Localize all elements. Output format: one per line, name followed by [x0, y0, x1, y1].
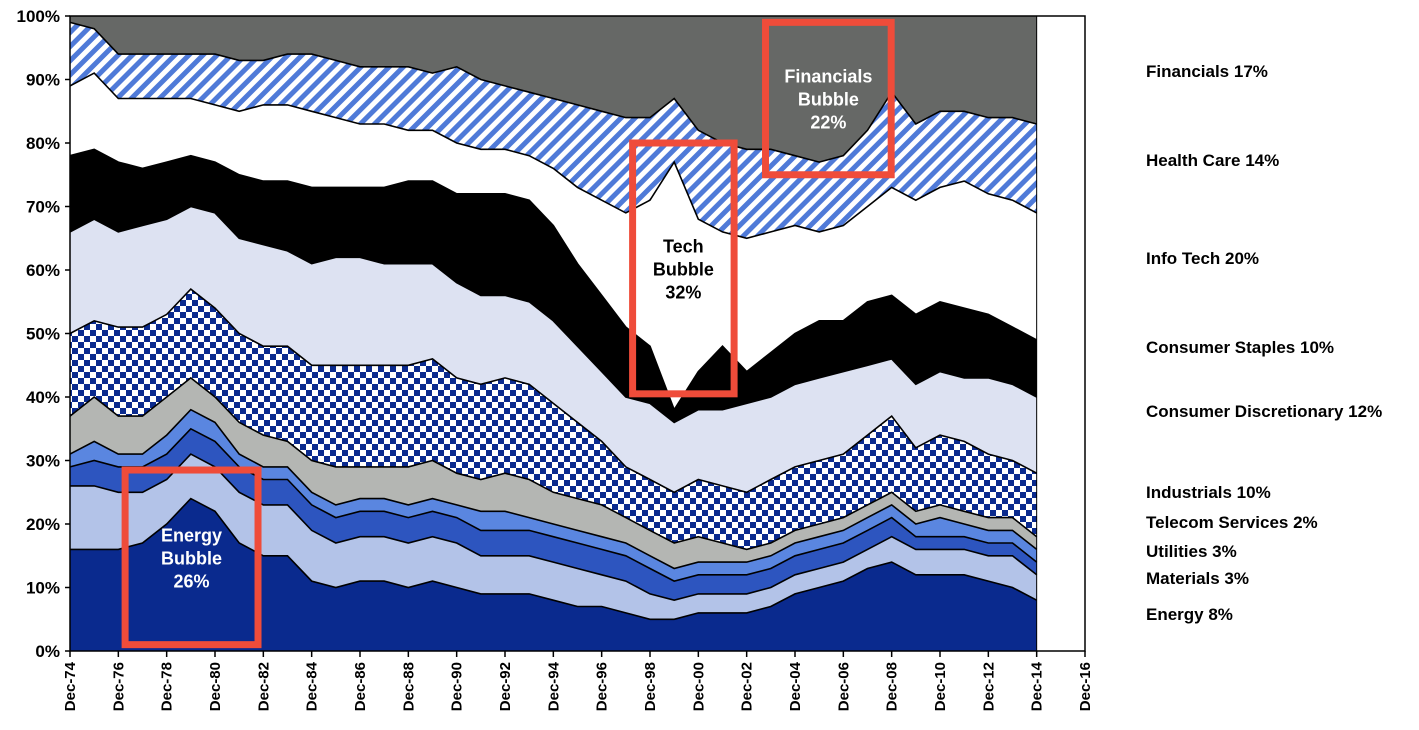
- x-tick-label: Dec-90: [449, 662, 466, 711]
- boundary-line-materials: [70, 453, 1038, 602]
- y-tick-label: 70%: [26, 198, 60, 217]
- legend-label-telecom-services: Telecom Services 2%: [1146, 513, 1318, 532]
- financials-bubble-box: [762, 18, 895, 179]
- axes-group: 0% 10% 20% 30% 40% 50% 60% 70% 80% 90% 100% Dec-74 D…: [17, 7, 1094, 711]
- y-tick-label: 80%: [26, 134, 60, 153]
- y-tick-label: 40%: [26, 388, 60, 407]
- legend-label-materials: Materials 3%: [1146, 569, 1249, 588]
- area-consumer-staples: [70, 206, 1037, 493]
- boundary-line-info-tech: [69, 148, 1038, 412]
- y-tick-label: 50%: [26, 325, 60, 344]
- legend-label-health-care: Health Care 14%: [1146, 151, 1279, 170]
- area-utilities: [70, 428, 1037, 601]
- boundary-line-utilities: [69, 427, 1038, 582]
- x-tick-label: Dec-02: [739, 662, 756, 711]
- legend-label-consumer-discretionary: Consumer Discretionary 12%: [1146, 402, 1382, 421]
- area-info-tech: [70, 149, 1037, 423]
- energy-bubble-box: [121, 466, 262, 649]
- boundary-line-financials: [69, 21, 1037, 163]
- y-tick-label: 0%: [35, 642, 60, 661]
- area-top-unlabeled: [70, 16, 1037, 163]
- x-tick-label: Dec-00: [690, 662, 707, 711]
- area-consumer-discretionary: [70, 289, 1037, 550]
- x-tick-label: Dec-16: [1077, 662, 1094, 711]
- area-energy: [70, 498, 1037, 651]
- financials-bubble-annotation: Financials Bubble 22%: [762, 18, 895, 179]
- financials-bubble-label-line: Financials: [784, 67, 872, 87]
- x-tick-label: Dec-82: [255, 662, 272, 711]
- x-tick-label: Dec-74: [62, 661, 79, 711]
- legend-label-utilities: Utilities 3%: [1146, 542, 1237, 561]
- legend-label-financials: Financials 17%: [1146, 62, 1268, 81]
- boundary-line-energy: [70, 497, 1038, 621]
- x-tick-label: Dec-78: [159, 662, 176, 711]
- x-tick-label: Dec-84: [304, 661, 321, 711]
- energy-bubble-label-line: Energy: [161, 525, 222, 545]
- area-series-group: [69, 16, 1038, 651]
- x-tick-label: Dec-08: [884, 662, 901, 711]
- boundary-line-industrials: [69, 376, 1038, 551]
- legend-label-industrials: Industrials 10%: [1146, 483, 1271, 502]
- energy-bubble-label-line: Bubble: [161, 548, 222, 568]
- legend-label-consumer-staples: Consumer Staples 10%: [1146, 338, 1334, 357]
- annotation-group: Energy Bubble 26% Tech Bubble 32% Financials Bu…: [121, 18, 895, 649]
- x-tick-label: Dec-10: [932, 662, 949, 711]
- area-materials: [70, 454, 1037, 620]
- boundary-line-telecom-services: [69, 408, 1038, 570]
- x-tick-label: Dec-96: [594, 662, 611, 711]
- x-tick-label: Dec-04: [787, 661, 804, 711]
- y-tick-label: 90%: [26, 71, 60, 90]
- x-tick-label: Dec-86: [352, 662, 369, 711]
- x-tick-label: Dec-14: [1029, 661, 1046, 711]
- x-tick-label: Dec-98: [642, 662, 659, 711]
- x-tick-label: Dec-80: [207, 662, 224, 711]
- tech-bubble-label-line: Tech: [663, 236, 704, 256]
- energy-bubble-annotation: Energy Bubble 26%: [121, 466, 262, 649]
- boundary-line-health-care: [69, 72, 1038, 240]
- boundary-line-consumer-staples: [69, 205, 1038, 424]
- tech-bubble-label-line: 32%: [665, 282, 701, 302]
- tech-bubble-annotation: Tech Bubble 32%: [629, 139, 738, 398]
- tech-bubble-label-line: Bubble: [653, 259, 714, 279]
- legend-label-info-tech: Info Tech 20%: [1146, 249, 1259, 268]
- y-tick-label: 10%: [26, 579, 60, 598]
- x-tick-label: Dec-88: [400, 662, 417, 711]
- boundary-line-consumer-discretionary: [69, 288, 1038, 494]
- x-tick-label: Dec-12: [980, 662, 997, 711]
- financials-bubble-label-line: Bubble: [798, 90, 859, 110]
- x-tick-label: Dec-94: [545, 661, 562, 711]
- energy-bubble-label-line: 26%: [174, 571, 210, 591]
- x-tick-label: Dec-76: [110, 662, 127, 711]
- y-tick-label: 20%: [26, 515, 60, 534]
- area-health-care: [70, 73, 1037, 410]
- financials-bubble-label-line: 22%: [810, 113, 846, 133]
- legend-group: Energy 8% Materials 3% Utilities 3% Telecom…: [1146, 62, 1382, 624]
- x-tick-label: Dec-06: [835, 662, 852, 711]
- y-tick-label: 30%: [26, 452, 60, 471]
- x-tick-label: Dec-92: [497, 662, 514, 711]
- legend-label-energy: Energy 8%: [1146, 605, 1233, 624]
- y-tick-label: 60%: [26, 261, 60, 280]
- tech-bubble-box: [629, 139, 738, 398]
- y-tick-label: 100%: [17, 7, 60, 26]
- area-financials: [70, 22, 1037, 239]
